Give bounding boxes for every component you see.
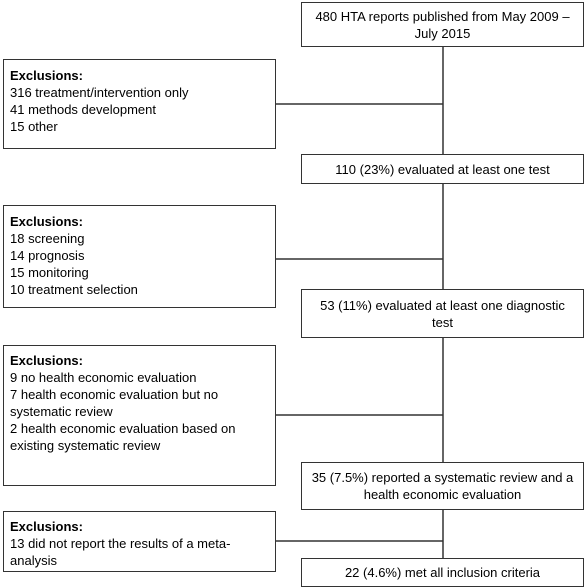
exclusion-heading: Exclusions: xyxy=(10,353,83,368)
step-text-3: 53 (11%) evaluated at least one diagnost… xyxy=(320,297,565,330)
exclusion-item: 15 other xyxy=(10,119,58,134)
exclusion-item: 15 monitoring xyxy=(10,265,89,280)
exclusion-box-4: Exclusions: 13 did not report the result… xyxy=(3,511,276,572)
exclusion-item: 10 treatment selection xyxy=(10,282,138,297)
exclusion-box-2: Exclusions: 18 screening 14 prognosis 15… xyxy=(3,205,276,308)
exclusion-heading: Exclusions: xyxy=(10,68,83,83)
step-box-3: 53 (11%) evaluated at least one diagnost… xyxy=(301,289,584,338)
step-box-4: 35 (7.5%) reported a systematic review a… xyxy=(301,462,584,510)
exclusion-item: 13 did not report the results of a meta-… xyxy=(10,536,231,568)
exclusion-item: 41 methods development xyxy=(10,102,156,117)
exclusion-box-3: Exclusions: 9 no health economic evaluat… xyxy=(3,345,276,486)
step-box-1: 480 HTA reports published from May 2009 … xyxy=(301,2,584,47)
exclusion-item: 18 screening xyxy=(10,231,85,246)
step-box-2: 110 (23%) evaluated at least one test xyxy=(301,154,584,184)
exclusion-item: 9 no health economic evaluation xyxy=(10,370,197,385)
step-text-5: 22 (4.6%) met all inclusion criteria xyxy=(344,565,541,580)
exclusion-heading: Exclusions: xyxy=(10,519,83,534)
step-text-1: 480 HTA reports published from May 2009 … xyxy=(315,8,570,41)
exclusion-item: 7 health economic evaluation but no syst… xyxy=(10,387,219,419)
exclusion-item: 2 health economic evaluation based on ex… xyxy=(10,421,236,453)
exclusion-box-1: Exclusions: 316 treatment/intervention o… xyxy=(3,59,276,149)
exclusion-heading: Exclusions: xyxy=(10,214,83,229)
step-box-5: 22 (4.6%) met all inclusion criteria xyxy=(301,558,584,587)
exclusion-item: 316 treatment/intervention only xyxy=(10,85,189,100)
step-text-2: 110 (23%) evaluated at least one test xyxy=(335,161,550,177)
exclusion-item: 14 prognosis xyxy=(10,248,85,263)
step-text-4: 35 (7.5%) reported a systematic review a… xyxy=(311,470,574,502)
